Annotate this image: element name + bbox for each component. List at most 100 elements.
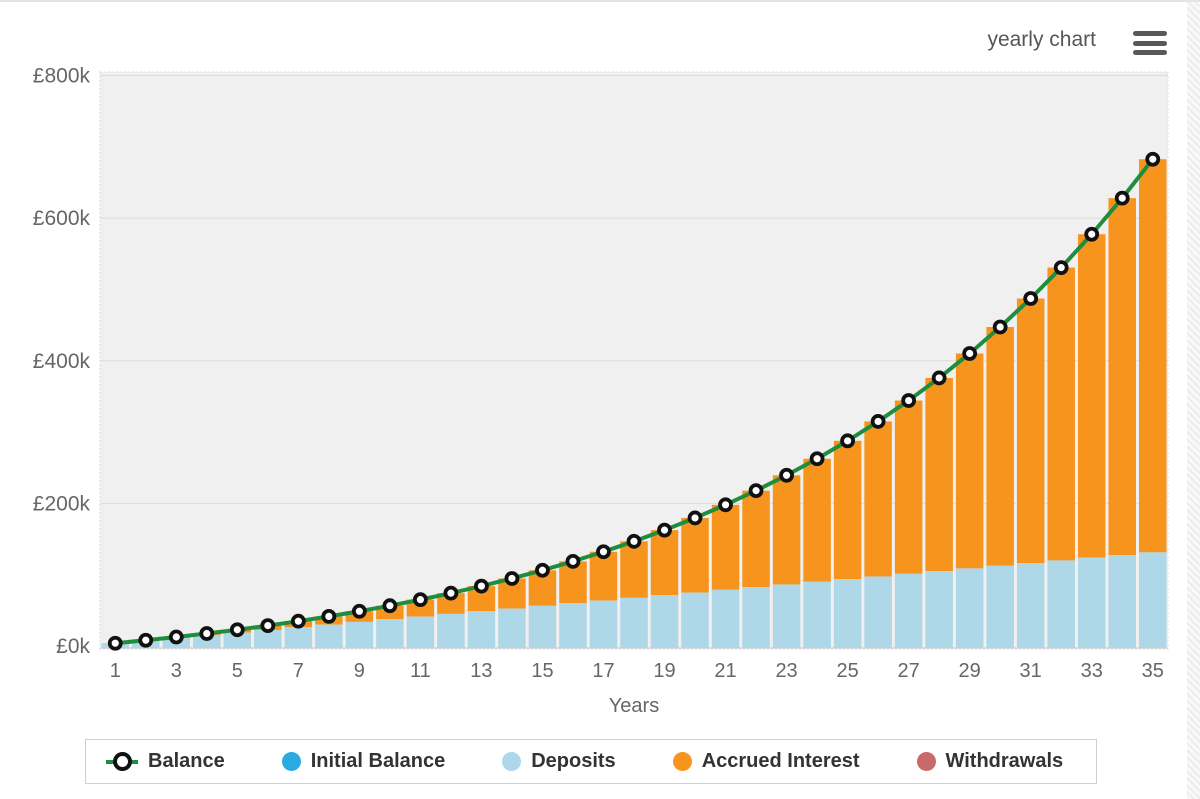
bar-year-17-accrued-interest[interactable] <box>589 551 618 601</box>
balance-marker-year-25[interactable] <box>840 433 855 449</box>
bar-year-21-deposits[interactable] <box>711 589 740 648</box>
bar-year-29-deposits[interactable] <box>955 568 984 648</box>
bar-year-13-deposits[interactable] <box>467 611 496 648</box>
balance-marker-year-4[interactable] <box>199 626 215 641</box>
bar-year-35-accrued-interest[interactable] <box>1138 159 1167 553</box>
balance-marker-year-17[interactable] <box>596 544 611 560</box>
bar-year-12-deposits[interactable] <box>437 613 465 648</box>
balance-marker-year-24[interactable] <box>809 451 825 467</box>
balance-marker-year-31[interactable] <box>1023 291 1039 306</box>
legend-item-initial-balance[interactable]: Initial Balance <box>281 750 445 773</box>
balance-marker-year-22[interactable] <box>748 483 764 499</box>
bar-year-14-deposits[interactable] <box>498 608 526 648</box>
bar-year-22-accrued-interest[interactable] <box>742 490 770 588</box>
bar-year-9-deposits[interactable] <box>345 621 374 648</box>
bar-year-31-accrued-interest[interactable] <box>1016 298 1045 564</box>
hamburger-menu-icon[interactable] <box>1133 31 1167 55</box>
balance-marker-year-2[interactable] <box>138 632 154 648</box>
bar-year-32-deposits[interactable] <box>1047 560 1075 648</box>
balance-marker-year-13[interactable] <box>474 578 489 594</box>
legend-item-withdrawals[interactable]: Withdrawals <box>916 750 1063 773</box>
balance-marker-year-6[interactable] <box>260 618 276 634</box>
balance-marker-year-27[interactable] <box>901 393 917 408</box>
balance-marker-year-21[interactable] <box>718 497 733 513</box>
bar-year-23-deposits[interactable] <box>772 584 801 648</box>
balance-marker-year-30[interactable] <box>992 319 1008 335</box>
balance-marker-year-1[interactable] <box>107 635 123 651</box>
bar-year-35-deposits[interactable] <box>1138 552 1167 648</box>
bar-year-34-accrued-interest[interactable] <box>1108 198 1136 556</box>
balance-marker-year-33[interactable] <box>1084 226 1100 242</box>
bar-year-17-deposits[interactable] <box>589 600 618 648</box>
bar-year-20-deposits[interactable] <box>681 592 709 648</box>
bar-year-19-deposits[interactable] <box>650 595 679 648</box>
balance-marker-year-32[interactable] <box>1053 260 1069 276</box>
bar-year-32-accrued-interest[interactable] <box>1047 267 1075 561</box>
balance-marker-year-20[interactable] <box>687 510 703 526</box>
bar-year-5-deposits[interactable] <box>223 632 252 648</box>
bar-year-20-accrued-interest[interactable] <box>681 517 709 593</box>
balance-marker-year-34[interactable] <box>1114 190 1130 206</box>
balance-marker-year-5[interactable] <box>229 622 245 638</box>
balance-marker-year-26[interactable] <box>870 414 886 429</box>
x-tick-label: 35 <box>1142 660 1164 682</box>
balance-marker-year-9[interactable] <box>351 603 367 619</box>
bar-year-24-accrued-interest[interactable] <box>803 458 831 582</box>
bar-year-28-deposits[interactable] <box>925 571 953 648</box>
x-tick-label: 31 <box>1020 660 1042 682</box>
bar-year-29-accrued-interest[interactable] <box>955 353 984 569</box>
bar-year-8-deposits[interactable] <box>315 624 343 648</box>
bar-year-16-deposits[interactable] <box>559 603 587 648</box>
x-tick-label: 29 <box>959 660 981 682</box>
balance-marker-year-23[interactable] <box>779 467 794 483</box>
bar-year-21-accrued-interest[interactable] <box>711 504 740 590</box>
bar-year-22-deposits[interactable] <box>742 587 770 648</box>
bar-year-26-deposits[interactable] <box>864 576 892 648</box>
legend-item-deposits[interactable]: Deposits <box>502 750 616 773</box>
bar-year-11-accrued-interest[interactable] <box>406 599 435 617</box>
balance-marker-year-12[interactable] <box>443 585 459 601</box>
balance-marker-year-3[interactable] <box>168 629 184 645</box>
bar-year-23-accrued-interest[interactable] <box>772 475 801 585</box>
balance-marker-year-19[interactable] <box>657 522 672 538</box>
balance-marker-year-35[interactable] <box>1145 151 1161 167</box>
bar-year-24-deposits[interactable] <box>803 581 831 648</box>
legend-item-label: Accrued Interest <box>701 750 860 772</box>
x-tick-label: 25 <box>836 660 858 682</box>
bar-year-25-deposits[interactable] <box>833 579 862 648</box>
bar-year-26-accrued-interest[interactable] <box>864 421 892 577</box>
bar-year-4-deposits[interactable] <box>193 635 221 648</box>
legend-item-balance[interactable]: Balance <box>106 750 225 773</box>
balance-marker-year-18[interactable] <box>626 533 642 549</box>
legend-item-accrued-interest[interactable]: Accrued Interest <box>672 750 860 773</box>
balance-marker-year-10[interactable] <box>382 598 398 614</box>
bar-year-34-deposits[interactable] <box>1108 555 1136 648</box>
bar-year-30-accrued-interest[interactable] <box>986 327 1014 566</box>
bar-year-19-accrued-interest[interactable] <box>650 530 679 596</box>
bar-year-31-deposits[interactable] <box>1016 563 1045 648</box>
bar-year-25-accrued-interest[interactable] <box>833 440 862 580</box>
bar-year-33-deposits[interactable] <box>1077 557 1106 648</box>
bar-year-27-accrued-interest[interactable] <box>894 400 923 574</box>
bar-year-33-accrued-interest[interactable] <box>1077 234 1106 558</box>
bar-year-27-deposits[interactable] <box>894 573 923 648</box>
balance-marker-year-28[interactable] <box>931 370 947 386</box>
balance-marker-year-8[interactable] <box>321 609 337 624</box>
bar-year-15-deposits[interactable] <box>528 605 557 648</box>
balance-marker-year-11[interactable] <box>412 592 428 608</box>
bar-year-18-deposits[interactable] <box>620 597 648 648</box>
balance-marker-year-14[interactable] <box>504 571 520 586</box>
balance-marker-year-29[interactable] <box>962 346 978 361</box>
balance-marker-year-7[interactable] <box>290 613 306 629</box>
bar-year-28-accrued-interest[interactable] <box>925 377 953 572</box>
balance-marker-year-16[interactable] <box>565 553 581 569</box>
bar-year-18-accrued-interest[interactable] <box>620 541 648 598</box>
bar-year-7-deposits[interactable] <box>284 627 313 648</box>
bar-year-12-accrued-interest[interactable] <box>437 593 465 614</box>
bar-year-6-deposits[interactable] <box>254 629 282 648</box>
bar-year-11-deposits[interactable] <box>406 616 435 648</box>
bar-year-30-deposits[interactable] <box>986 565 1014 648</box>
balance-marker-year-15[interactable] <box>535 562 550 578</box>
bar-year-10-deposits[interactable] <box>376 619 404 648</box>
